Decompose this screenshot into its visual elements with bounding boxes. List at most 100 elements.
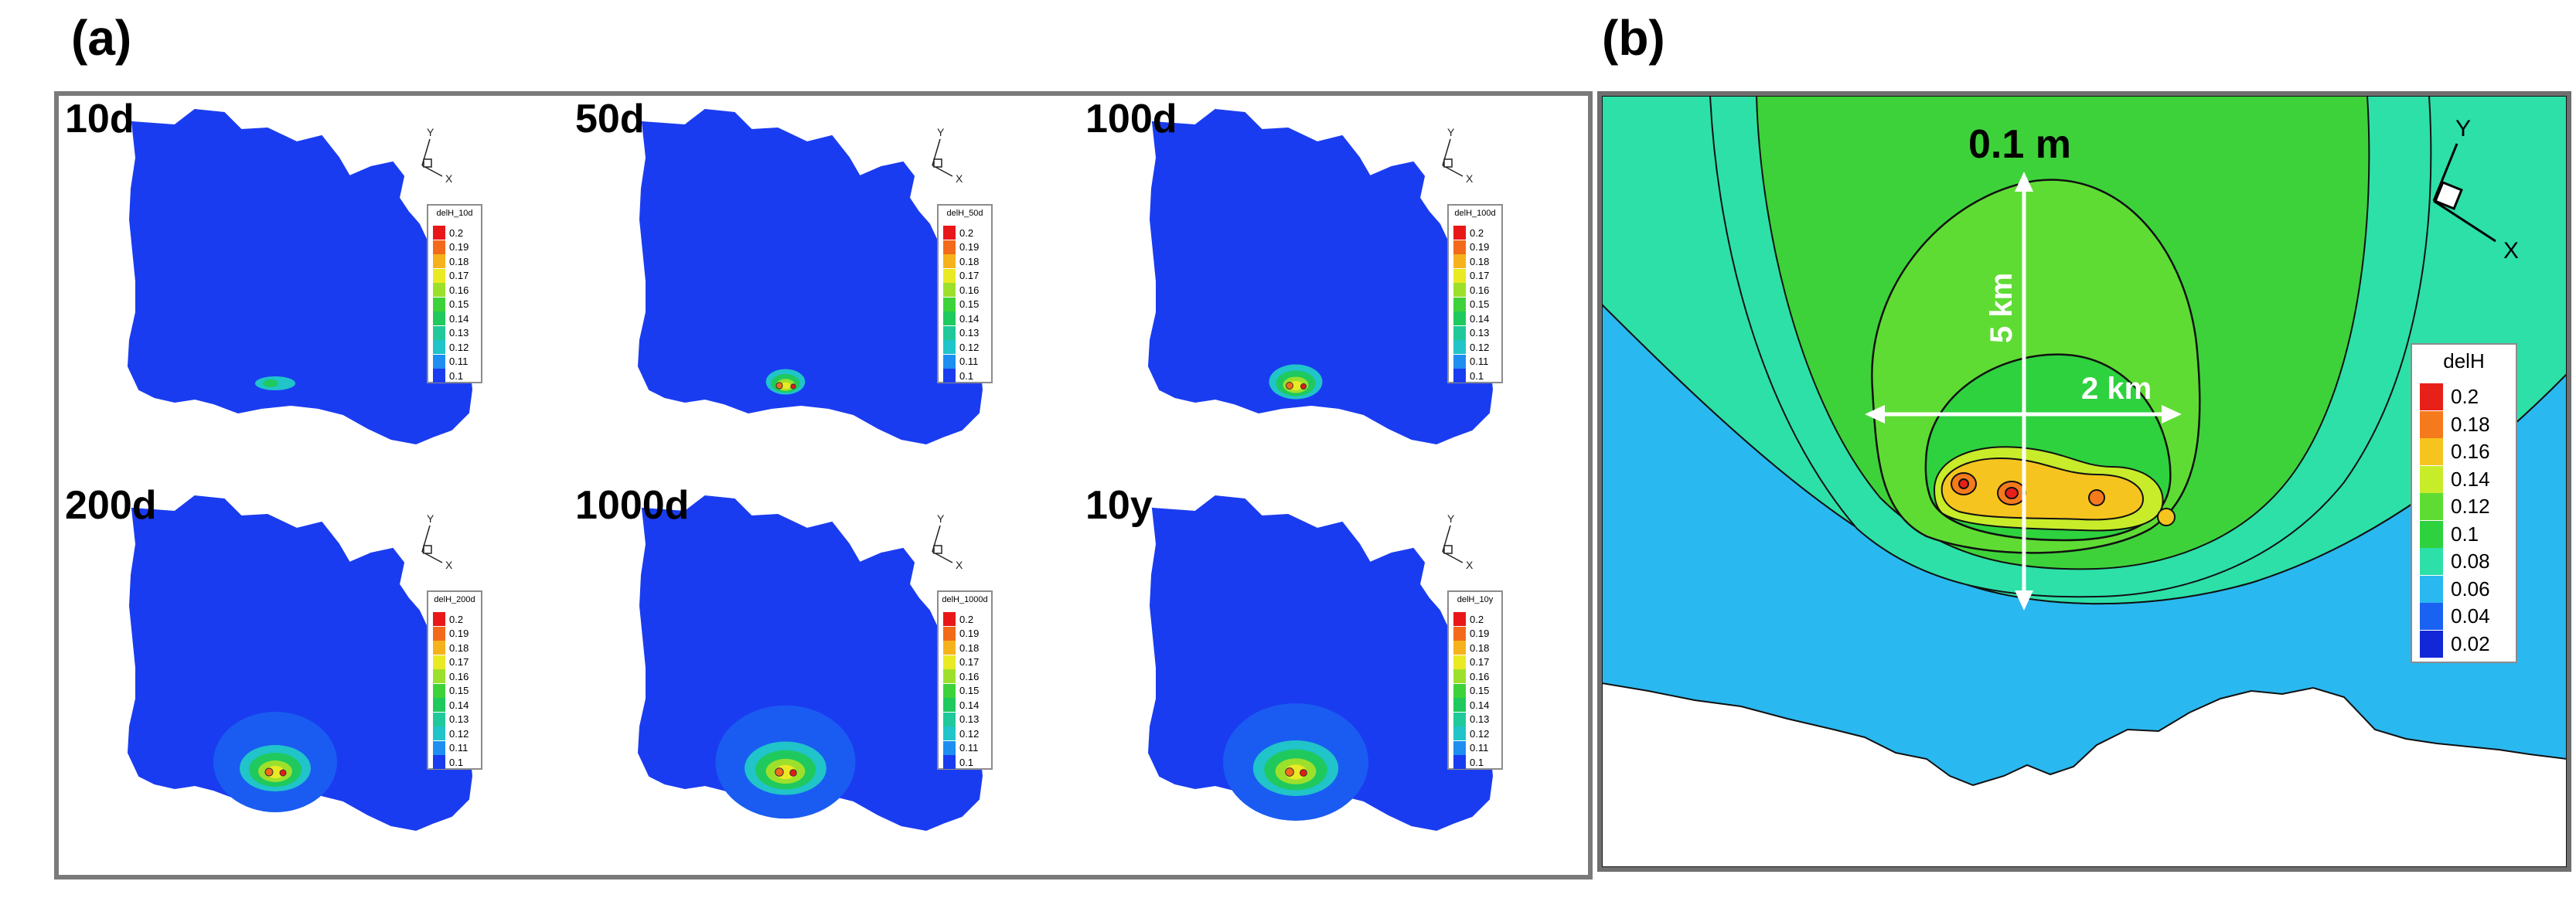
legend-entry: 0.11	[1453, 354, 1488, 369]
peak-a-0.2	[1958, 478, 1969, 489]
subplot-map: X Y	[127, 108, 473, 445]
legend-entry: 0.11	[433, 740, 469, 755]
legend-entry: 0.12	[433, 340, 469, 354]
legend-swatch	[433, 655, 445, 669]
legend-swatch	[943, 626, 956, 641]
legend-value: 0.16	[449, 284, 469, 296]
legend-value: 0.11	[449, 742, 469, 754]
legend-value: 0.11	[959, 742, 979, 754]
legend-swatch	[1453, 297, 1466, 311]
detail-legend-entry: 0.12	[2420, 493, 2490, 520]
subplot-legend-title: delH_10d	[436, 209, 473, 218]
legend-entry: 0.14	[943, 698, 979, 712]
legend-value: 0.16	[959, 670, 980, 682]
panel-b-label: (b)	[1602, 10, 1665, 66]
domain-outline	[637, 108, 983, 445]
peak-d-0.16	[2157, 508, 2176, 526]
legend-entry: 0.11	[943, 354, 978, 369]
legend-value: 0.2	[1470, 226, 1484, 239]
legend-entry: 0.15	[433, 683, 469, 698]
horizontal-dimension-label: 2 km	[2081, 372, 2152, 406]
axis-label-y: Y	[2455, 116, 2471, 141]
detail-legend-value: 0.14	[2451, 467, 2490, 491]
legend-swatch	[433, 698, 445, 712]
legend-entry: 0.15	[433, 297, 469, 311]
legend-swatch	[433, 369, 445, 383]
legend-value: 0.2	[449, 613, 464, 625]
svg-text:X: X	[445, 172, 453, 185]
legend-swatch	[1453, 325, 1466, 340]
legend-value: 0.1	[449, 756, 464, 768]
detail-legend-entry: 0.06	[2420, 575, 2490, 603]
detail-legend-entry: 0.18	[2420, 410, 2490, 438]
subplot-title: 1000d	[575, 483, 690, 528]
legend-swatch	[943, 268, 956, 283]
legend-entry: 0.1	[943, 369, 973, 383]
legend-value: 0.17	[449, 270, 469, 281]
legend-swatch	[1453, 655, 1466, 669]
legend-entry: 0.13	[943, 325, 979, 340]
subplot-map: X Y	[637, 108, 983, 445]
panel-a-label: (a)	[71, 10, 132, 66]
legend-swatch	[433, 740, 445, 755]
legend-entry: 0.19	[943, 240, 979, 254]
legend-value: 0.19	[1470, 241, 1490, 253]
legend-value: 0.12	[1470, 727, 1490, 740]
legend-value: 0.13	[1470, 713, 1490, 725]
legend-entry: 0.15	[1453, 683, 1489, 698]
legend-swatch	[433, 297, 445, 311]
subplot-legend: delH_100d 0.2 0.19 0.18 0.17 0.16 0.15 0.14 0.13…	[1447, 204, 1503, 383]
legend-entry: 0.1	[1453, 369, 1484, 383]
legend-value: 0.13	[1470, 327, 1490, 339]
legend-entry: 0.19	[433, 240, 469, 254]
legend-swatch	[943, 655, 956, 669]
subplot-6: X Y 10y delH_10y 0.2 0.19 0.18 0.17 0.16 0.15 0…	[1079, 482, 1588, 875]
detail-legend-swatch	[2420, 465, 2443, 493]
legend-value: 0.15	[449, 298, 469, 310]
detail-legend-swatch	[2420, 410, 2443, 438]
peak-c-0.18	[2088, 489, 2105, 506]
legend-swatch	[943, 297, 956, 311]
legend-swatch	[943, 712, 956, 726]
legend-entry: 0.18	[1453, 641, 1489, 655]
legend-swatch	[1453, 240, 1466, 254]
legend-value: 0.11	[1470, 742, 1489, 754]
legend-entry: 0.17	[433, 655, 469, 669]
svg-text:Y: Y	[937, 512, 945, 525]
detail-legend-entry: 0.04	[2420, 603, 2490, 630]
legend-entry: 0.1	[943, 755, 973, 769]
detail-legend-value: 0.2	[2451, 385, 2479, 408]
legend-entry: 0.2	[943, 226, 973, 240]
axis-triad: X Y	[421, 512, 453, 571]
detail-legend-swatch	[2420, 548, 2443, 575]
svg-text:X: X	[1466, 172, 1474, 185]
legend-entry: 0.14	[1453, 698, 1489, 712]
legend-entry: 0.11	[433, 354, 468, 369]
legend-entry: 0.2	[433, 226, 463, 240]
legend-entry: 0.1	[433, 369, 463, 383]
detail-legend-value: 0.1	[2451, 522, 2479, 546]
legend-value: 0.12	[1470, 341, 1490, 353]
legend-entry: 0.19	[1453, 626, 1489, 641]
detail-legend-swatch	[2420, 603, 2443, 630]
legend-swatch	[433, 669, 445, 683]
legend-value: 0.2	[959, 613, 974, 625]
axis-label-x: X	[2503, 238, 2519, 264]
dimension-arrows	[1865, 172, 2182, 611]
legend-entry: 0.2	[943, 612, 973, 626]
legend-entry: 0.11	[1453, 740, 1489, 755]
subplot-1: X Y 10d delH_10d 0.2 0.19 0.18 0.17 0.16 0.15 0…	[59, 96, 569, 498]
legend-entry: 0.18	[1453, 254, 1489, 268]
legend-entry: 0.16	[943, 669, 979, 683]
legend-swatch	[1453, 626, 1466, 641]
legend-swatch	[943, 340, 956, 354]
domain-outline	[1147, 108, 1494, 445]
legend-swatch	[1453, 283, 1466, 297]
legend-value: 0.1	[959, 369, 974, 382]
legend-entry: 0.2	[1453, 226, 1484, 240]
legend-swatch	[943, 740, 956, 755]
contour-annotation-label: 0.1 m	[1968, 122, 2071, 167]
subplot-map: X Y	[637, 495, 983, 832]
legend-value: 0.19	[959, 628, 980, 639]
legend-entry: 0.19	[433, 626, 469, 641]
